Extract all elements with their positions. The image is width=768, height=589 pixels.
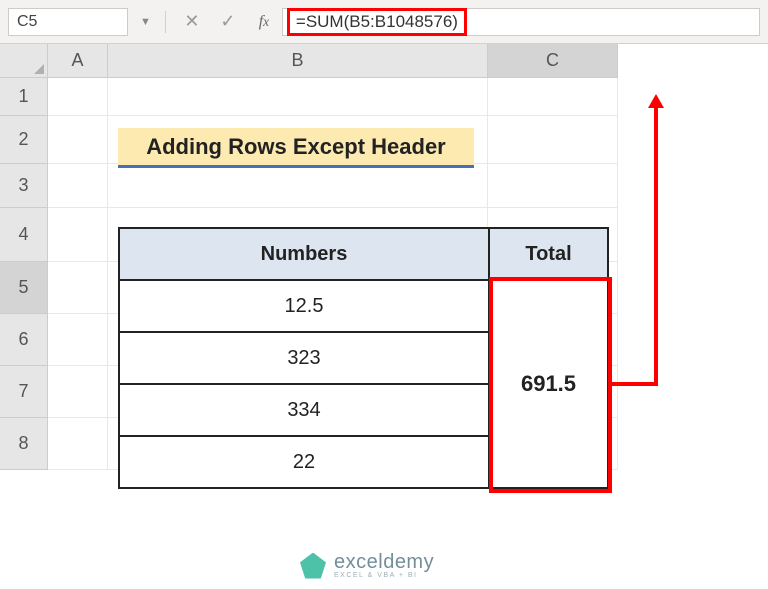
- cell[interactable]: [48, 78, 108, 116]
- header-numbers: Numbers: [119, 228, 489, 280]
- table-cell[interactable]: 12.5: [119, 280, 489, 332]
- row-header-5[interactable]: 5: [0, 262, 48, 314]
- formula-bar: C5 ▼ ✕ ✓ fx =SUM(B5:B1048576): [0, 0, 768, 44]
- cell[interactable]: [48, 418, 108, 470]
- table-cell[interactable]: 323: [119, 332, 489, 384]
- row-header-8[interactable]: 8: [0, 418, 48, 470]
- total-cell[interactable]: 691.5: [489, 280, 608, 488]
- cell[interactable]: [48, 314, 108, 366]
- row-header-2[interactable]: 2: [0, 116, 48, 164]
- spreadsheet-grid: A B C 1 2 3 4 5: [0, 44, 768, 470]
- cell[interactable]: [488, 116, 618, 164]
- cell[interactable]: [48, 262, 108, 314]
- annotation-arrowhead-icon: [648, 94, 664, 108]
- cell-reference: C5: [17, 13, 37, 31]
- cell[interactable]: [48, 366, 108, 418]
- row-header-7[interactable]: 7: [0, 366, 48, 418]
- row-header-3[interactable]: 3: [0, 164, 48, 208]
- select-all-corner[interactable]: [0, 44, 48, 78]
- data-table: Numbers Total 12.5 323 334 22 691.5: [118, 227, 609, 489]
- formula-text: =SUM(B5:B1048576): [287, 8, 467, 36]
- cell[interactable]: [488, 164, 618, 208]
- enter-icon[interactable]: ✓: [210, 8, 246, 36]
- cell[interactable]: [48, 116, 108, 164]
- column-headers: A B C: [0, 44, 768, 78]
- row-header-4[interactable]: 4: [0, 208, 48, 262]
- watermark-icon: [300, 553, 326, 579]
- cell[interactable]: [108, 78, 488, 116]
- row-header-6[interactable]: 6: [0, 314, 48, 366]
- title-banner: Adding Rows Except Header: [118, 128, 474, 168]
- cell[interactable]: [48, 208, 108, 262]
- name-box[interactable]: C5: [8, 8, 128, 36]
- table-cell[interactable]: 334: [119, 384, 489, 436]
- column-header-B[interactable]: B: [108, 44, 488, 78]
- watermark: exceldemy EXCEL & VBA + BI: [300, 552, 434, 579]
- column-header-A[interactable]: A: [48, 44, 108, 78]
- watermark-subtext: EXCEL & VBA + BI: [334, 572, 434, 579]
- cell[interactable]: [488, 78, 618, 116]
- annotation-arrow: [612, 382, 658, 386]
- numbers-column: 12.5 323 334 22: [119, 280, 489, 488]
- cancel-icon[interactable]: ✕: [174, 8, 210, 36]
- divider: [165, 11, 166, 33]
- cell[interactable]: [108, 164, 488, 208]
- table-header-row: Numbers Total: [119, 228, 608, 280]
- watermark-text: exceldemy: [334, 552, 434, 572]
- cell[interactable]: [48, 164, 108, 208]
- fx-icon[interactable]: fx: [246, 8, 282, 36]
- annotation-arrow: [654, 104, 658, 384]
- column-header-C[interactable]: C: [488, 44, 618, 78]
- table-cell[interactable]: 22: [119, 436, 489, 488]
- formula-input[interactable]: =SUM(B5:B1048576): [282, 8, 760, 36]
- name-box-dropdown-icon[interactable]: ▼: [134, 16, 157, 28]
- header-total: Total: [489, 228, 608, 280]
- row-header-1[interactable]: 1: [0, 78, 48, 116]
